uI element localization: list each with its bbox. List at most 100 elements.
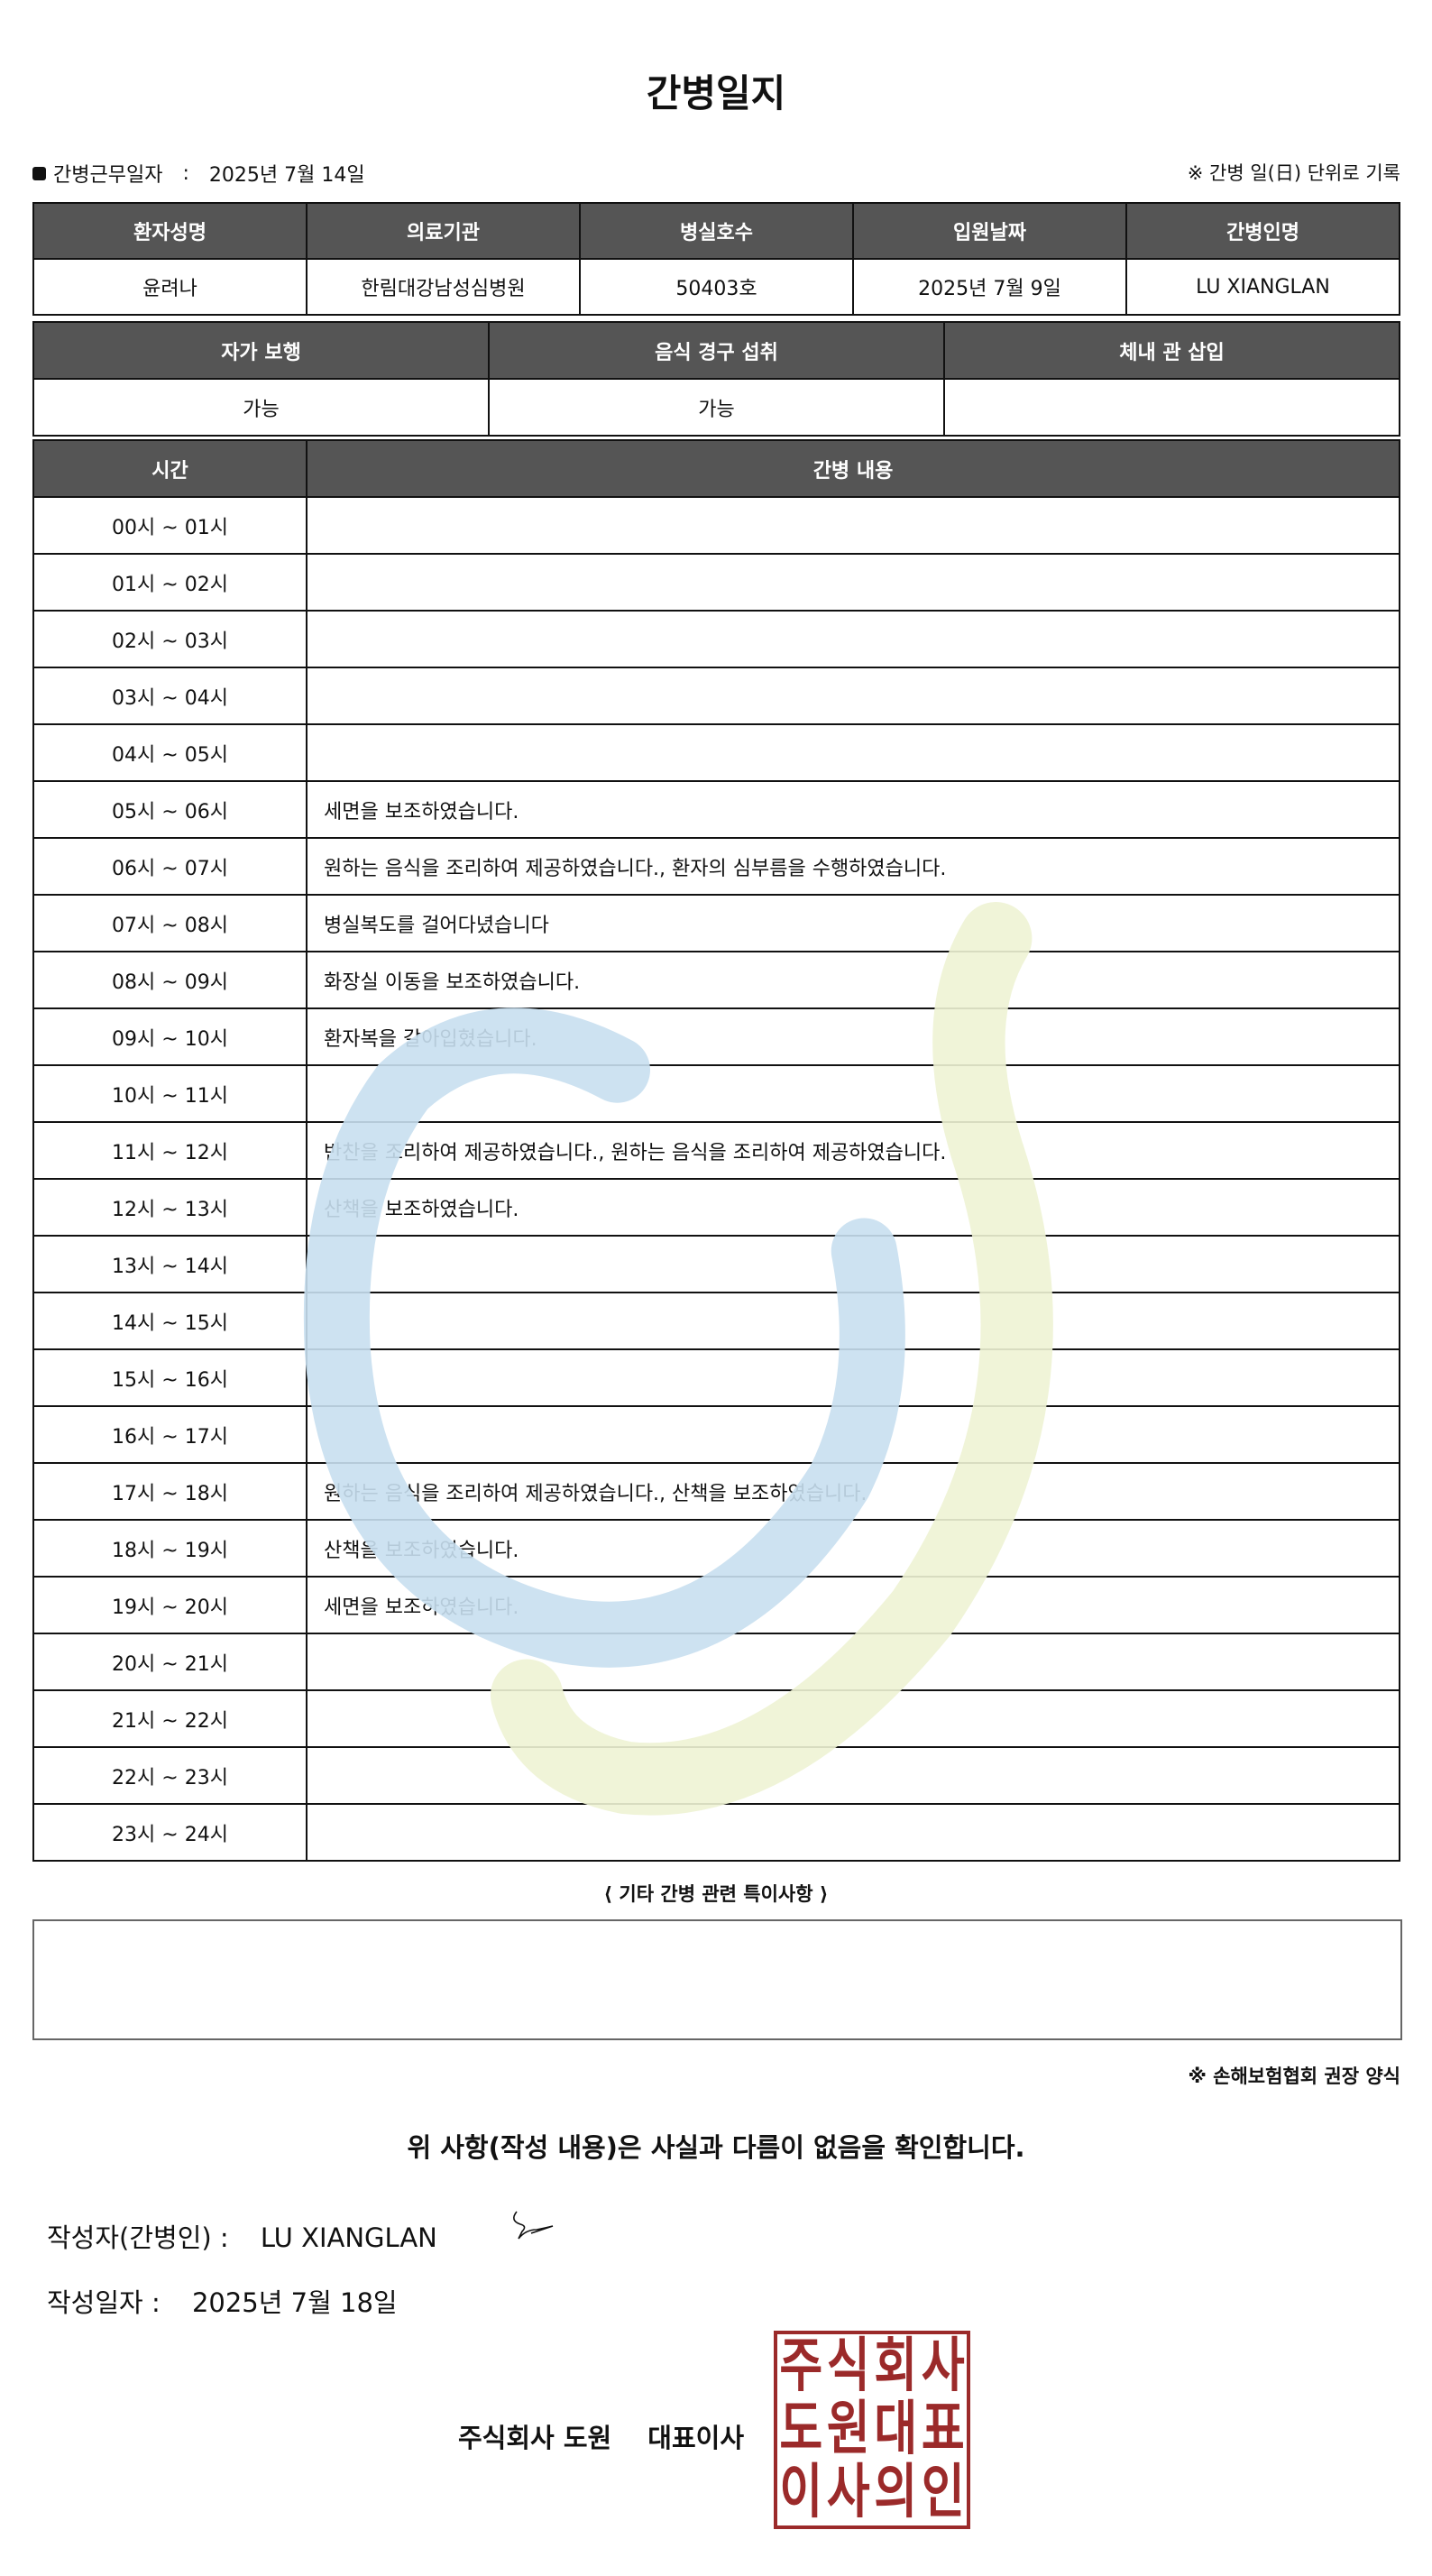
log-content: [306, 553, 1400, 612]
log-time: 14시 ~ 15시: [32, 1292, 308, 1350]
status-header: 자가 보행: [32, 321, 490, 380]
written-date-value: 2025년 7월 18일: [191, 2287, 398, 2318]
log-content: [306, 1064, 1400, 1123]
log-time: 04시 ~ 05시: [32, 723, 308, 782]
patient-value: LU XIANGLAN: [1125, 258, 1400, 316]
log-content: 세면을 보조하였습니다.: [306, 780, 1400, 839]
table-row: 16시 ~ 17시: [32, 1405, 1400, 1464]
log-content: 화장실 이동을 보조하였습니다.: [306, 951, 1400, 1009]
unit-note: ※ 간병 일(日) 단위로 기록: [1187, 162, 1400, 184]
company-title: 대표이사: [647, 2423, 745, 2453]
work-date: 간병근무일자 : 2025년 7월 14일: [32, 159, 365, 188]
log-content: [306, 1803, 1400, 1862]
table-row: 04시 ~ 05시: [32, 723, 1400, 782]
status-value: [943, 378, 1400, 437]
log-time: 21시 ~ 22시: [32, 1689, 308, 1748]
log-content: 환자복을 갈아입혔습니다.: [306, 1007, 1400, 1066]
work-date-separator: :: [182, 161, 189, 185]
seal-char: 회: [874, 2332, 918, 2400]
log-content: [306, 1235, 1400, 1293]
log-time: 01시 ~ 02시: [32, 553, 308, 612]
patient-value: 한림대강남성심병원: [306, 258, 581, 316]
seal-char: 대: [874, 2395, 918, 2463]
patient-value: 2025년 7월 9일: [852, 258, 1127, 316]
log-content: 원하는 음식을 조리하여 제공하였습니다., 환자의 심부름을 수행하였습니다.: [306, 837, 1400, 896]
table-row: 18시 ~ 19시 산책을 보조하였습니다.: [32, 1519, 1400, 1578]
log-time: 09시 ~ 10시: [32, 1007, 308, 1066]
patient-header: 입원날짜: [852, 202, 1127, 260]
seal-char: 이: [779, 2458, 823, 2526]
bullet-square-icon: [32, 166, 46, 180]
header-time: 시간: [32, 439, 308, 498]
log-content: [306, 610, 1400, 668]
log-content: 반찬을 조리하여 제공하였습니다., 원하는 음식을 조리하여 제공하였습니다.: [306, 1121, 1400, 1180]
patient-header: 환자성명: [32, 202, 308, 260]
log-time: 11시 ~ 12시: [32, 1121, 308, 1180]
form-note: ※ 손해보험협회 권장 양식: [1188, 2065, 1400, 2087]
table-row: 17시 ~ 18시 원하는 음식을 조리하여 제공하였습니다., 산책을 보조하였…: [32, 1462, 1400, 1521]
log-content: 산책을 보조하였습니다.: [306, 1178, 1400, 1237]
table-row: 09시 ~ 10시 환자복을 갈아입혔습니다.: [32, 1007, 1400, 1066]
seal-char: 식: [826, 2332, 870, 2400]
seal-char: 표: [921, 2395, 965, 2463]
signature-image: [513, 2211, 554, 2240]
patient-info-table: 환자성명 의료기관 병실호수 입원날짜 간병인명 윤려나 한림대강남성심병원 50403호 20…: [32, 202, 1400, 316]
log-time: 00시 ~ 01시: [32, 496, 308, 555]
table-row: 21시 ~ 22시: [32, 1689, 1400, 1748]
log-time: 05시 ~ 06시: [32, 780, 308, 839]
company-signature: 주식회사 도원 대표이사: [458, 2417, 744, 2455]
table-row: 15시 ~ 16시: [32, 1348, 1400, 1407]
table-row: 08시 ~ 09시 화장실 이동을 보조하였습니다.: [32, 951, 1400, 1009]
log-content: [306, 1348, 1400, 1407]
patient-value: 윤려나: [32, 258, 308, 316]
status-header: 음식 경구 섭취: [488, 321, 945, 380]
seal-char: 주: [779, 2332, 823, 2400]
table-row: 00시 ~ 01시: [32, 496, 1400, 555]
header-content: 간병 내용: [306, 439, 1400, 498]
table-row: 20시 ~ 21시: [32, 1633, 1400, 1691]
log-content: [306, 496, 1400, 555]
table-row: 14시 ~ 15시: [32, 1292, 1400, 1350]
patient-header: 의료기관: [306, 202, 581, 260]
table-row: 10시 ~ 11시: [32, 1064, 1400, 1123]
log-time: 13시 ~ 14시: [32, 1235, 308, 1293]
notes-label: ⟨ 기타 간병 관련 특이사항 ⟩: [603, 1883, 829, 1905]
log-content: [306, 1746, 1400, 1805]
log-time: 06시 ~ 07시: [32, 837, 308, 896]
patient-header: 병실호수: [579, 202, 854, 260]
log-time: 15시 ~ 16시: [32, 1348, 308, 1407]
notes-box: [32, 1919, 1402, 2040]
seal-char: 원: [826, 2395, 870, 2463]
log-content: [306, 1633, 1400, 1691]
table-row: 13시 ~ 14시: [32, 1235, 1400, 1293]
log-time: 12시 ~ 13시: [32, 1178, 308, 1237]
care-log-table: 시간 간병 내용 00시 ~ 01시 01시 ~ 02시 02시 ~ 03시 03시 …: [32, 439, 1400, 1862]
table-row: 22시 ~ 23시: [32, 1746, 1400, 1805]
seal-char: 도: [779, 2395, 823, 2463]
page-title: 간병일지: [646, 71, 786, 115]
log-content: [306, 1405, 1400, 1464]
work-date-label: 간병근무일자: [53, 164, 163, 187]
log-time: 10시 ~ 11시: [32, 1064, 308, 1123]
log-time: 08시 ~ 09시: [32, 951, 308, 1009]
log-time: 20시 ~ 21시: [32, 1633, 308, 1691]
table-row: 05시 ~ 06시 세면을 보조하였습니다.: [32, 780, 1400, 839]
work-date-value: 2025년 7월 14일: [208, 164, 365, 187]
log-time: 07시 ~ 08시: [32, 894, 308, 952]
company-name: 주식회사 도원: [458, 2423, 612, 2453]
table-row: 07시 ~ 08시 병실복도를 걸어다녔습니다: [32, 894, 1400, 952]
written-date-label: 작성일자 :: [47, 2287, 161, 2318]
log-content: [306, 1689, 1400, 1748]
table-row: 01시 ~ 02시: [32, 553, 1400, 612]
log-time: 22시 ~ 23시: [32, 1746, 308, 1805]
table-row: 12시 ~ 13시 산책을 보조하였습니다.: [32, 1178, 1400, 1237]
log-time: 19시 ~ 20시: [32, 1576, 308, 1634]
log-time: 02시 ~ 03시: [32, 610, 308, 668]
patient-header: 간병인명: [1125, 202, 1400, 260]
log-time: 23시 ~ 24시: [32, 1803, 308, 1862]
seal-char: 인: [921, 2458, 965, 2526]
